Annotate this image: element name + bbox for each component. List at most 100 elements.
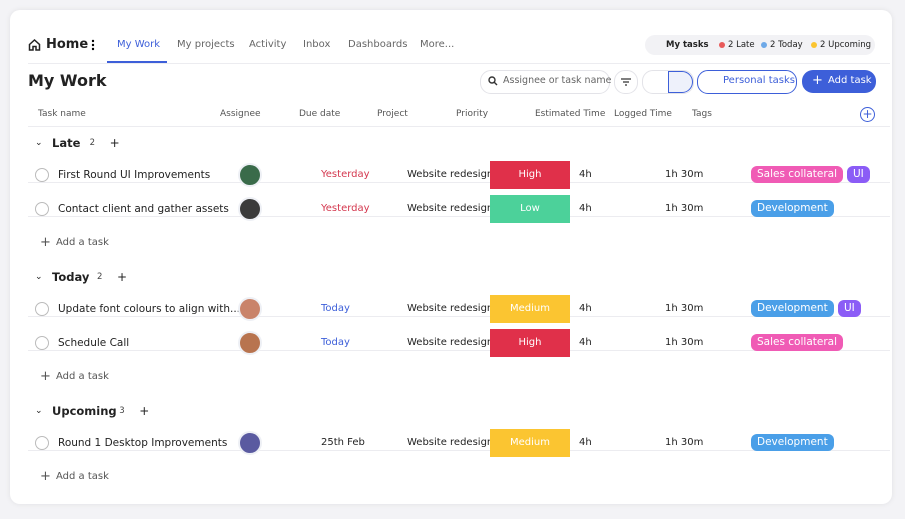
filter-button[interactable] — [614, 70, 638, 94]
column-header: Due date — [299, 109, 341, 119]
menu-icon[interactable] — [90, 39, 96, 51]
check-circle[interactable] — [35, 202, 49, 216]
priority: Low — [490, 195, 570, 223]
tag: Development — [751, 200, 834, 217]
my-tasks-label[interactable]: My tasks — [666, 40, 709, 50]
avatar — [238, 431, 262, 455]
nav-divider — [28, 63, 890, 64]
add-task-label: Add task — [828, 75, 872, 86]
nav-tab[interactable]: Inbox — [303, 39, 331, 50]
chevron: ⌄ — [35, 272, 43, 282]
nav-tab[interactable]: Dashboards — [348, 39, 408, 50]
group-count: 2 — [89, 138, 96, 148]
view-toggle[interactable] — [642, 70, 694, 94]
task-name[interactable]: Round 1 Desktop Improvements — [58, 437, 228, 449]
tab-underline — [107, 61, 167, 63]
estimated-time: 4h — [579, 437, 592, 448]
row-divider — [28, 182, 890, 183]
group-add[interactable]: + — [109, 136, 120, 150]
group-name[interactable]: Today — [52, 270, 90, 284]
group-add[interactable]: + — [117, 270, 128, 284]
card — [10, 10, 892, 504]
task-name[interactable]: Contact client and gather assets — [58, 203, 229, 215]
search-icon — [488, 76, 498, 86]
estimated-time: 4h — [579, 203, 592, 214]
add-task-plus: + — [812, 73, 823, 88]
nav-tab[interactable]: Activity — [249, 39, 287, 50]
add-task-plus[interactable]: + — [40, 469, 51, 484]
priority: Medium — [490, 295, 570, 323]
personal-tasks-label: Personal tasks — [723, 75, 795, 86]
logged-time: 1h 30m — [665, 437, 704, 448]
tag: Development — [751, 300, 834, 317]
avatar — [238, 197, 262, 221]
row-divider — [28, 350, 890, 351]
task-name[interactable]: Schedule Call — [58, 337, 130, 349]
add-column-button[interactable]: + — [860, 107, 875, 122]
tag: Development — [751, 434, 834, 451]
status-dot — [761, 42, 767, 48]
tag: Sales collateral — [751, 334, 843, 351]
nav-tab[interactable]: My Work — [117, 39, 161, 50]
column-header: Logged Time — [614, 109, 672, 119]
avatar — [238, 163, 262, 187]
estimated-time: 4h — [579, 169, 592, 180]
logged-time: 1h 30m — [665, 169, 704, 180]
search-box[interactable] — [480, 70, 610, 94]
due-date: Today — [321, 337, 350, 348]
add-task-row[interactable]: Add a task — [56, 371, 109, 382]
project: Website redesign — [407, 437, 494, 448]
nav-tab[interactable]: My projects — [177, 39, 235, 50]
column-header: Tags — [692, 109, 712, 119]
due-date: Today — [321, 303, 350, 314]
group-count: 2 — [97, 272, 103, 282]
add-task-plus[interactable]: + — [40, 369, 51, 384]
group-add[interactable]: + — [139, 404, 150, 418]
logged-time: 1h 30m — [665, 337, 704, 348]
logged-time: 1h 30m — [665, 303, 704, 314]
nav-tab[interactable]: More... — [420, 39, 455, 50]
summary-upcoming[interactable]: 2 Upcoming — [820, 40, 872, 50]
avatar — [238, 297, 262, 321]
column-header: Project — [377, 109, 408, 119]
check-circle[interactable] — [35, 168, 49, 182]
chevron: ⌄ — [35, 138, 43, 148]
row-divider — [28, 216, 890, 217]
row-divider — [28, 450, 890, 451]
summary-pill — [645, 35, 875, 55]
personal-tasks-button[interactable] — [697, 70, 797, 94]
check-circle[interactable] — [35, 302, 49, 316]
group-count: 3 — [119, 406, 125, 416]
tag: UI — [838, 300, 861, 317]
priority: Medium — [490, 429, 570, 457]
home-icon — [28, 38, 41, 51]
home-title[interactable]: Home — [46, 37, 89, 52]
task-name[interactable]: First Round UI Improvements — [58, 169, 211, 181]
column-header: Task name — [38, 109, 86, 119]
status-dot — [811, 42, 817, 48]
chevron: ⌄ — [35, 406, 43, 416]
status-dot — [719, 42, 725, 48]
group-name[interactable]: Upcoming — [52, 404, 117, 418]
add-task-row[interactable]: Add a task — [56, 471, 109, 482]
filter-icon — [621, 78, 631, 86]
summary-today[interactable]: 2 Today — [770, 40, 803, 50]
group-name[interactable]: Late — [52, 136, 81, 150]
avatar — [238, 331, 262, 355]
grid-view-active — [668, 71, 693, 93]
add-task-button[interactable] — [802, 70, 876, 93]
due-date: 25th Feb — [321, 437, 365, 448]
column-header: Priority — [456, 109, 489, 119]
project: Website redesign — [407, 203, 494, 214]
task-name[interactable]: Update font colours to align with... — [58, 303, 241, 315]
estimated-time: 4h — [579, 303, 592, 314]
check-circle[interactable] — [35, 436, 49, 450]
summary-late[interactable]: 2 Late — [728, 40, 755, 50]
estimated-time: 4h — [579, 337, 592, 348]
add-task-plus[interactable]: + — [40, 235, 51, 250]
search-placeholder: Assignee or task name — [503, 75, 612, 86]
project: Website redesign — [407, 169, 494, 180]
header-divider — [28, 126, 890, 127]
add-task-row[interactable]: Add a task — [56, 237, 109, 248]
check-circle[interactable] — [35, 336, 49, 350]
